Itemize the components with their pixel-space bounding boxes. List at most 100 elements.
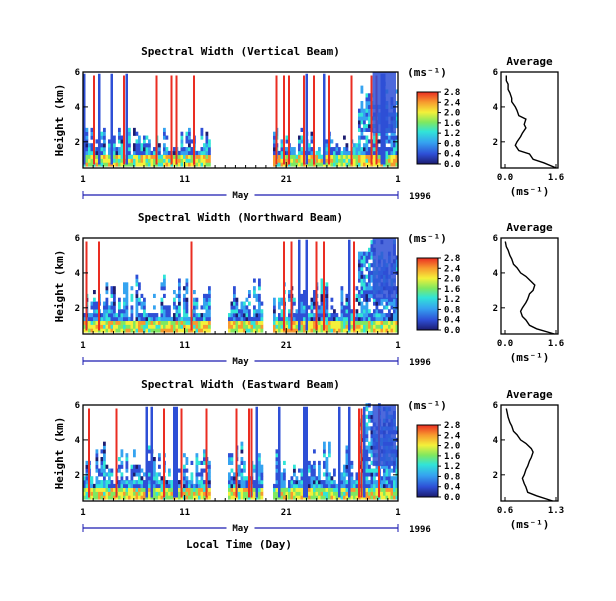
heatmap-cell: [323, 464, 326, 469]
heatmap-cell: [368, 449, 371, 454]
heatmap-cell: [188, 491, 191, 496]
heatmap-cell: [208, 143, 211, 148]
heatmap-cell: [168, 309, 171, 314]
heatmap-cell: [258, 328, 261, 333]
heatmap-cell: [395, 426, 399, 431]
heatmap-cell: [108, 472, 111, 477]
heatmap-cell: [365, 457, 369, 462]
heatmap-cell: [248, 309, 251, 314]
heatmap-cell: [355, 286, 359, 291]
heatmap-cell: [148, 143, 151, 148]
heatmap-cell: [343, 135, 346, 140]
heatmap-cell: [125, 460, 129, 465]
profile-x-tick-label: 1.6: [548, 173, 564, 183]
heatmap-cell: [288, 313, 291, 318]
heatmap-cell: [358, 263, 361, 268]
heatmap-cell: [158, 487, 161, 492]
heatmap-cell: [378, 297, 381, 302]
heatmap-cell: [395, 120, 399, 125]
heatmap-cell: [228, 495, 231, 500]
heatmap-cell: [333, 158, 336, 163]
heatmap-cell: [180, 158, 184, 163]
heatmap-cell: [273, 328, 276, 333]
heatmap-cell: [238, 309, 241, 314]
heatmap-cell: [203, 328, 206, 333]
heatmap-cell: [280, 309, 284, 314]
heatmap-cell: [310, 158, 314, 163]
heatmap-cell: [358, 135, 361, 140]
heatmap-cell: [120, 324, 124, 329]
heatmap-cell: [168, 313, 171, 318]
heatmap-cell: [128, 491, 131, 496]
heatmap-cell: [390, 316, 394, 322]
heatmap-cell: [300, 135, 304, 140]
heatmap-cell: [365, 445, 369, 450]
heatmap-cell: [368, 410, 371, 416]
heatmap-cell: [350, 460, 354, 465]
heatmap-cell: [185, 278, 189, 283]
heatmap-cell: [303, 328, 306, 333]
profile-y-tick-label: 4: [493, 436, 499, 446]
heatmap-cell: [103, 154, 106, 159]
heatmap-cell: [203, 468, 206, 473]
heatmap-cell: [285, 487, 289, 492]
heatmap-cell: [298, 143, 301, 148]
heatmap-cell: [368, 316, 371, 322]
heatmap-cell: [108, 316, 111, 322]
x-axis-label: Local Time (Day): [186, 538, 292, 551]
heatmap-cell: [358, 158, 361, 163]
heatmap-cell: [188, 324, 191, 329]
heatmap-cell: [358, 316, 361, 322]
colorbar-tick-label: 2.0: [444, 442, 460, 452]
heatmap-cell: [360, 162, 364, 167]
heatmap-cell: [390, 487, 394, 492]
heatmap-cell: [365, 147, 369, 152]
heatmap-cell: [395, 150, 399, 156]
heatmap-cell: [178, 313, 181, 318]
heatmap-cell: [318, 150, 321, 156]
heatmap-cell: [318, 158, 321, 163]
heatmap-cell: [150, 313, 154, 318]
heatmap-cell: [375, 483, 379, 489]
heatmap-cell: [288, 483, 291, 489]
heatmap-cell: [120, 150, 124, 156]
heatmap-cell: [253, 487, 256, 492]
heatmap-cell: [328, 320, 331, 325]
heatmap-cell: [365, 460, 369, 465]
heatmap-cell: [208, 464, 211, 469]
heatmap-cell: [395, 116, 399, 121]
heatmap-cell: [233, 301, 236, 306]
heatmap-cell: [363, 316, 366, 322]
heatmap-cell: [148, 313, 151, 318]
heatmap-cell: [300, 309, 304, 314]
heatmap-cell: [188, 483, 191, 489]
heatmap-cell: [88, 320, 91, 325]
heatmap-cell: [135, 309, 139, 314]
heatmap-cell: [360, 100, 364, 106]
heatmap-cell: [325, 147, 329, 152]
heatmap-cell: [323, 460, 326, 465]
heatmap-cell: [360, 320, 364, 325]
heatmap-cell: [250, 328, 254, 333]
heatmap-cell: [288, 328, 291, 333]
heatmap-cell: [105, 282, 109, 287]
heatmap-cell: [230, 480, 234, 485]
heatmap-cell: [235, 297, 239, 302]
heatmap-cell: [343, 468, 346, 473]
heatmap-cell: [318, 464, 321, 469]
heatmap-cell: [90, 127, 94, 132]
heatmap-cell: [158, 154, 161, 159]
heatmap-cell: [340, 491, 344, 496]
heatmap-cell: [325, 305, 329, 310]
heatmap-cell: [190, 480, 194, 485]
heatmap-cell: [293, 468, 296, 473]
heatmap-cell: [123, 313, 126, 318]
heatmap-cell: [308, 487, 311, 492]
heatmap-cell: [130, 328, 134, 333]
heatmap-cell: [363, 135, 366, 140]
heatmap-cell: [355, 313, 359, 318]
heatmap-cell: [205, 301, 209, 306]
heatmap-cell: [160, 476, 164, 481]
heatmap-cell: [125, 301, 129, 306]
heatmap-cell: [85, 158, 89, 163]
